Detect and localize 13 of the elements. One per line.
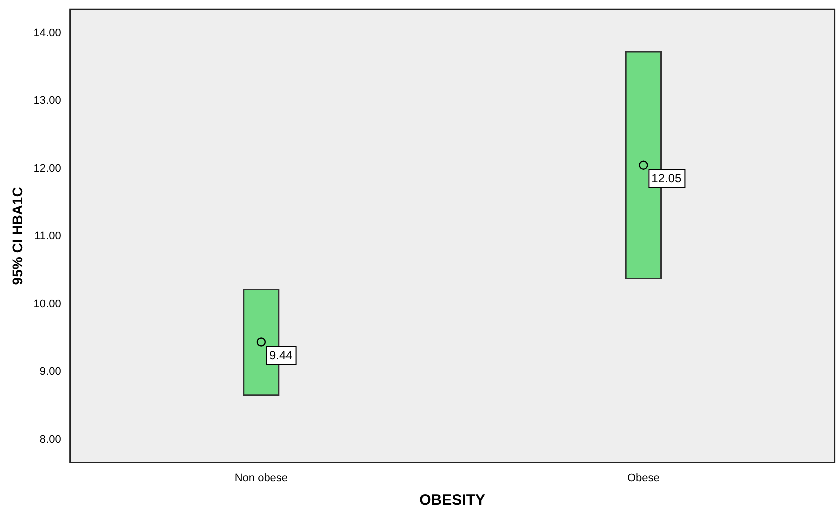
- y-tick-label: 12.00: [34, 162, 62, 175]
- y-tick-label: 8.00: [40, 434, 62, 446]
- y-tick-label: 13.00: [34, 95, 62, 108]
- y-tick-label: 11.00: [34, 230, 62, 243]
- y-tick-label: 14.00: [34, 27, 62, 40]
- x-tick-label: Obese: [627, 472, 660, 484]
- x-axis-title: OBESITY: [420, 492, 486, 510]
- y-tick-label: 10.00: [34, 298, 62, 310]
- data-label: 9.44: [269, 348, 294, 363]
- y-axis-title: 95% CI HBA1C: [9, 187, 26, 286]
- y-tick-label: 9.00: [40, 366, 62, 378]
- data-label: 12.05: [652, 172, 682, 186]
- x-tick-label: Non obese: [234, 472, 288, 484]
